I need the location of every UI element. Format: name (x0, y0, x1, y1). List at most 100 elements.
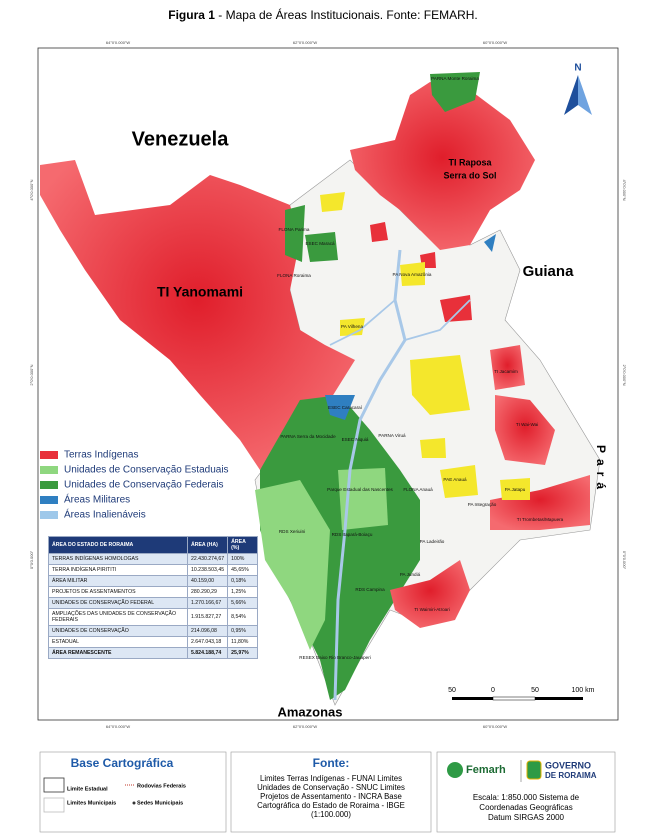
table-row: UNIDADES DE CONSERVAÇÃO FEDERAL 1.270.166… (48, 597, 258, 609)
table-cell: 0,95% (227, 625, 258, 637)
scale-line: Datum SIRGAS 2000 (488, 813, 565, 822)
table-cell: AMPLIAÇÕES DAS UNIDADES DE CONSERVAÇÃO F… (48, 608, 188, 626)
ti-area (490, 475, 590, 530)
footer-box (436, 751, 616, 833)
scale-label: 50 (531, 687, 539, 694)
legend-swatch (40, 511, 58, 519)
scale-label: 50 (448, 687, 456, 694)
area-label: TI Waimiri-Atroari (414, 607, 450, 612)
area-label: ESEC Caracaraí (328, 405, 363, 410)
coord-label: 60°0'0.000"W (483, 40, 507, 45)
ti-area (490, 345, 525, 390)
area-label: PA Nova Amazônia (393, 272, 432, 277)
legend-swatch (40, 496, 58, 504)
table-row: ÁREA REMANESCENTE 5.824.188,74 25,97% (48, 647, 258, 659)
area-label: TI Raposa (448, 157, 492, 167)
logo-text: Femarh (466, 764, 506, 776)
area-label: PARNA Monte Roraima (431, 76, 479, 81)
area-label: RDS Xeriuini (279, 529, 305, 534)
river (329, 299, 471, 346)
region-label: Guiana (523, 263, 575, 280)
scale-text: Escala: 1:850.000 Sistema deCoordenadas … (473, 793, 580, 822)
legend-symbol (132, 801, 136, 805)
area-label: FLONA Parima (279, 227, 310, 232)
area-label: ESEC Maracá (305, 241, 335, 246)
coord-label: 2°0'0.000"N (29, 364, 34, 385)
river (333, 249, 407, 701)
area-label: PA Ladeirão (420, 539, 445, 544)
area-label: RDS Campina (355, 587, 385, 592)
scale-label: 0 (491, 687, 495, 694)
coord-label: 60°0'0.000"W (483, 724, 507, 729)
table-cell: TERRA INDÍGENA PIRITITI (48, 564, 188, 576)
table-cell: 40.159,00 (186, 575, 229, 587)
coord-label: 64°0'0.000"W (106, 40, 130, 45)
scale-line: Coordenadas Geográficas (479, 803, 572, 812)
region-label: Venezuela (132, 128, 230, 150)
area-label: PAE Anauá (443, 477, 467, 482)
table-cell: 45,65% (227, 564, 258, 576)
legend-label: Áreas Inalienáveis (64, 508, 146, 521)
table-cell: UNIDADES DE CONSERVAÇÃO (48, 625, 188, 637)
table-header-row: ÁREA DO ESTADO DE RORAIMA ÁREA (HA) ÁREA (… (48, 536, 258, 554)
table-cell: 1,25% (227, 586, 258, 598)
coord-label: 2°0'0.000"N (622, 364, 627, 385)
table-row: ESTADUAL 2.647.043,18 11,80% (48, 636, 258, 648)
table-cell: 100% (227, 553, 258, 565)
footer-item: Sedes Municipais (137, 800, 183, 806)
table-cell: 280.290,29 (186, 586, 229, 598)
table-cell: PROJETOS DE ASSENTAMENTOS (48, 586, 188, 598)
ti-raposa-area (350, 82, 535, 250)
area-table: ÁREA DO ESTADO DE RORAIMA ÁREA (HA) ÁREA (… (48, 536, 258, 659)
coord-label: 64°0'0.000"W (106, 724, 130, 729)
figure-caption: - Mapa de Áreas Institucionais. Fonte: F… (218, 7, 477, 22)
scale-label: 100 km (572, 687, 595, 694)
table-cell: TERRAS INDÍGENAS HOMOLOGAS (48, 553, 188, 565)
footer-title: Base Cartográfica (71, 756, 174, 770)
table-cell: 10.238.503,45 (186, 564, 229, 576)
legend-swatch (40, 451, 58, 459)
area-label: TI Jacamim (494, 369, 518, 374)
area-label: TI Wai-Wai (516, 422, 538, 427)
table-cell: 1.915.827,27 (186, 608, 229, 626)
area-label: FLONA Anauá (403, 487, 433, 492)
figure-title: Figura 1 - Mapa de Áreas Institucionais.… (168, 7, 477, 22)
area-label: PARNA Viruá (378, 433, 406, 438)
source-line: Unidades de Conservação - SNUC Limites (257, 783, 405, 792)
military-area (325, 234, 496, 420)
area-label: FLONA Roraima (277, 273, 311, 278)
area-label: RDS Itapará-Boiaçu (332, 532, 373, 537)
ti-area (390, 560, 470, 628)
ti-area (495, 395, 555, 465)
table-row: ÁREA MILITAR 40.159,00 0,18% (48, 575, 258, 587)
scale-line: Escala: 1:850.000 Sistema de (473, 793, 580, 802)
figure-label: Figura 1 (168, 8, 215, 22)
table-cell: 1.270.166,67 (186, 597, 229, 609)
footer-item: Rodovias Federais (137, 783, 186, 789)
footer-title: Fonte: (313, 756, 350, 770)
table-row: TERRAS INDÍGENAS HOMOLOGAS 22.430.274,67 1… (48, 553, 258, 565)
table-cell: 214.096,08 (186, 625, 229, 637)
table-row: UNIDADES DE CONSERVAÇÃO 214.096,08 0,95% (48, 625, 258, 637)
table-cell: 11,80% (227, 636, 258, 648)
coord-label: 4°0'0.000"N (29, 179, 34, 200)
legend-symbol (43, 797, 65, 813)
area-label: PA Jundiá (400, 572, 421, 577)
legend-label: Unidades de Conservação Federais (64, 480, 224, 491)
federal-uc-area (285, 205, 338, 262)
area-label: Parque Estadual das Nascentes (327, 487, 393, 492)
table-cell: 5.824.188,74 (186, 647, 229, 659)
table-cell: 22.430.274,67 (186, 553, 229, 565)
footer-item: Limites Municipais (67, 800, 116, 806)
legend: Terras Indígenas Unidades de Conservação … (40, 450, 229, 521)
legend-symbol (43, 777, 65, 793)
legend-swatch (40, 481, 58, 489)
legend-swatch (40, 466, 58, 474)
table-cell: 2.647.043,18 (186, 636, 229, 648)
legend-label: Áreas Militares (64, 493, 130, 506)
ti-yanomami-area (40, 160, 355, 470)
table-cell: 0,18% (227, 575, 258, 587)
area-label: PA Jatapu (505, 487, 526, 492)
source-line: Limites Terras Indígenas - FUNAI Limites (260, 774, 402, 783)
